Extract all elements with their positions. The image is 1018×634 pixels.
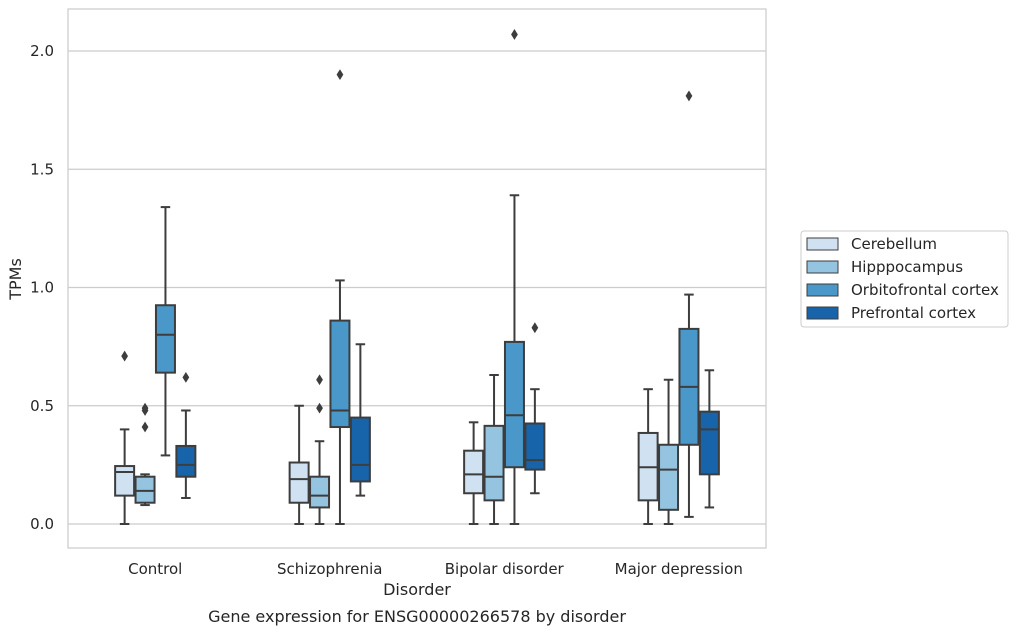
x-tick-label: Schizophrenia [277, 560, 382, 578]
y-tick-label: 0.0 [30, 515, 54, 533]
box-iqr [698, 410, 720, 476]
box-iqr [329, 319, 351, 429]
legend-label: Cerebellum [851, 235, 937, 253]
box-orbitofrontal-cortex [154, 206, 176, 457]
box-prefrontal-cortex [524, 322, 546, 495]
legend-label: Prefrontal cortex [851, 304, 976, 322]
box-iqr [463, 449, 485, 495]
outlier-point [316, 402, 323, 414]
x-axis-ticks: Control Schizophrenia Bipolar disorder Majo… [128, 560, 743, 578]
legend-swatch [806, 237, 839, 251]
y-tick-label: 1.5 [30, 160, 54, 178]
y-tick-label: 1.0 [30, 279, 54, 297]
box-prefrontal-cortex [698, 369, 720, 509]
chart-caption: Gene expression for ENSG00000266578 by d… [208, 607, 626, 626]
box-prefrontal-cortex [175, 371, 197, 499]
x-tick-label: Bipolar disorder [445, 560, 565, 578]
box-iqr [524, 422, 546, 471]
box-orbitofrontal-cortex [678, 90, 700, 518]
y-axis-label: TPMs [6, 258, 25, 301]
box-hipppocampus [483, 374, 505, 525]
legend-swatch [806, 260, 839, 274]
plot-frame [67, 8, 767, 549]
box-orbitofrontal-cortex [503, 29, 525, 525]
outlier-point [141, 402, 149, 414]
box-iqr [483, 424, 505, 502]
box-iqr [309, 475, 331, 509]
box-iqr [154, 304, 176, 374]
x-tick-label: Control [128, 560, 182, 578]
box-cerebellum [114, 350, 136, 525]
outlier-point [531, 322, 539, 334]
box-iqr [175, 444, 197, 478]
legend-label: Orbitofrontal cortex [851, 281, 999, 299]
y-tick-label: 2.0 [30, 42, 54, 60]
legend-swatch [806, 306, 839, 320]
legend-swatch [806, 283, 839, 297]
box-hipppocampus [134, 402, 156, 507]
box-plot-area [114, 29, 720, 525]
legend-frame [800, 230, 1009, 328]
outlier-point [511, 29, 518, 40]
outlier-point [141, 421, 149, 433]
legend: Cerebellum Hipppocampus Orbitofrontal cort… [800, 230, 1009, 328]
y-tick-label: 0.5 [30, 397, 54, 415]
box-iqr [658, 443, 680, 511]
legend-label: Hipppocampus [851, 258, 963, 276]
box-orbitofrontal-cortex [329, 69, 351, 525]
box-iqr [349, 416, 371, 483]
x-tick-label: Major depression [615, 560, 743, 578]
box-cerebellum [463, 421, 485, 525]
box-prefrontal-cortex [349, 343, 371, 497]
outlier-point [336, 69, 344, 81]
box-cerebellum [288, 404, 310, 525]
y-axis-ticks: 0.0 0.5 1.0 1.5 2.0 [30, 42, 54, 533]
outlier-point [121, 350, 129, 362]
box-cerebellum [637, 388, 659, 525]
box-hipppocampus [309, 374, 331, 525]
box-iqr [288, 461, 310, 504]
outlier-point [316, 374, 323, 386]
box-iqr [114, 465, 136, 497]
box-iqr [503, 340, 525, 469]
box-hipppocampus [658, 378, 680, 525]
x-axis-label: Disorder [383, 580, 451, 599]
outlier-point [685, 90, 693, 102]
outlier-point [182, 371, 190, 383]
box-iqr [134, 475, 156, 504]
